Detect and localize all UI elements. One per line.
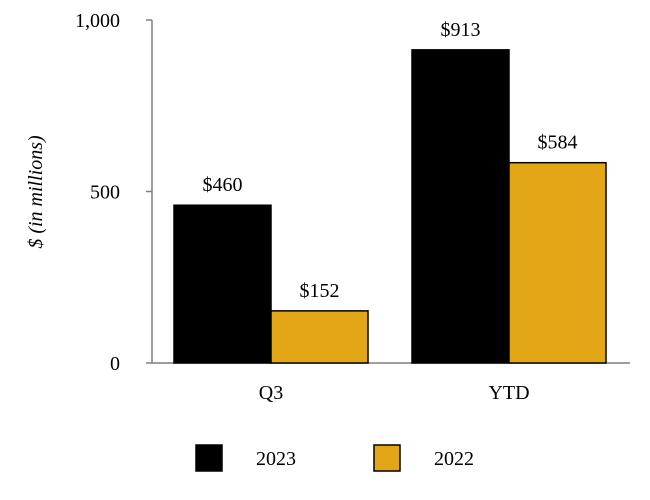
y-axis-ticks: 0 500 1,000 — [75, 10, 152, 375]
legend-label-2023: 2023 — [256, 448, 296, 470]
data-label: $584 — [538, 132, 578, 154]
category-labels: Q3 YTD — [259, 382, 530, 404]
legend: 2023 2022 — [195, 444, 474, 472]
y-tick-label: 500 — [90, 182, 120, 204]
bars — [173, 49, 607, 364]
legend-label-2022: 2022 — [434, 448, 474, 470]
data-label: $913 — [441, 19, 481, 41]
legend-swatch-2023 — [195, 444, 223, 472]
y-tick-label: 0 — [110, 353, 120, 375]
bar-ytd-2022 — [508, 161, 607, 364]
bar-ytd-2023 — [411, 49, 510, 364]
bar-q3-2023 — [173, 204, 272, 364]
data-label: $460 — [203, 174, 243, 196]
category-label: YTD — [488, 382, 529, 404]
value-labels: $460 $152 $913 $584 — [203, 19, 578, 302]
y-tick-label: 1,000 — [75, 10, 120, 32]
category-label: Q3 — [259, 382, 283, 404]
y-axis-title: $ (in millions) — [25, 135, 47, 249]
data-label: $152 — [300, 280, 340, 302]
legend-swatch-2022 — [373, 444, 401, 472]
bar-q3-2022 — [270, 310, 369, 364]
